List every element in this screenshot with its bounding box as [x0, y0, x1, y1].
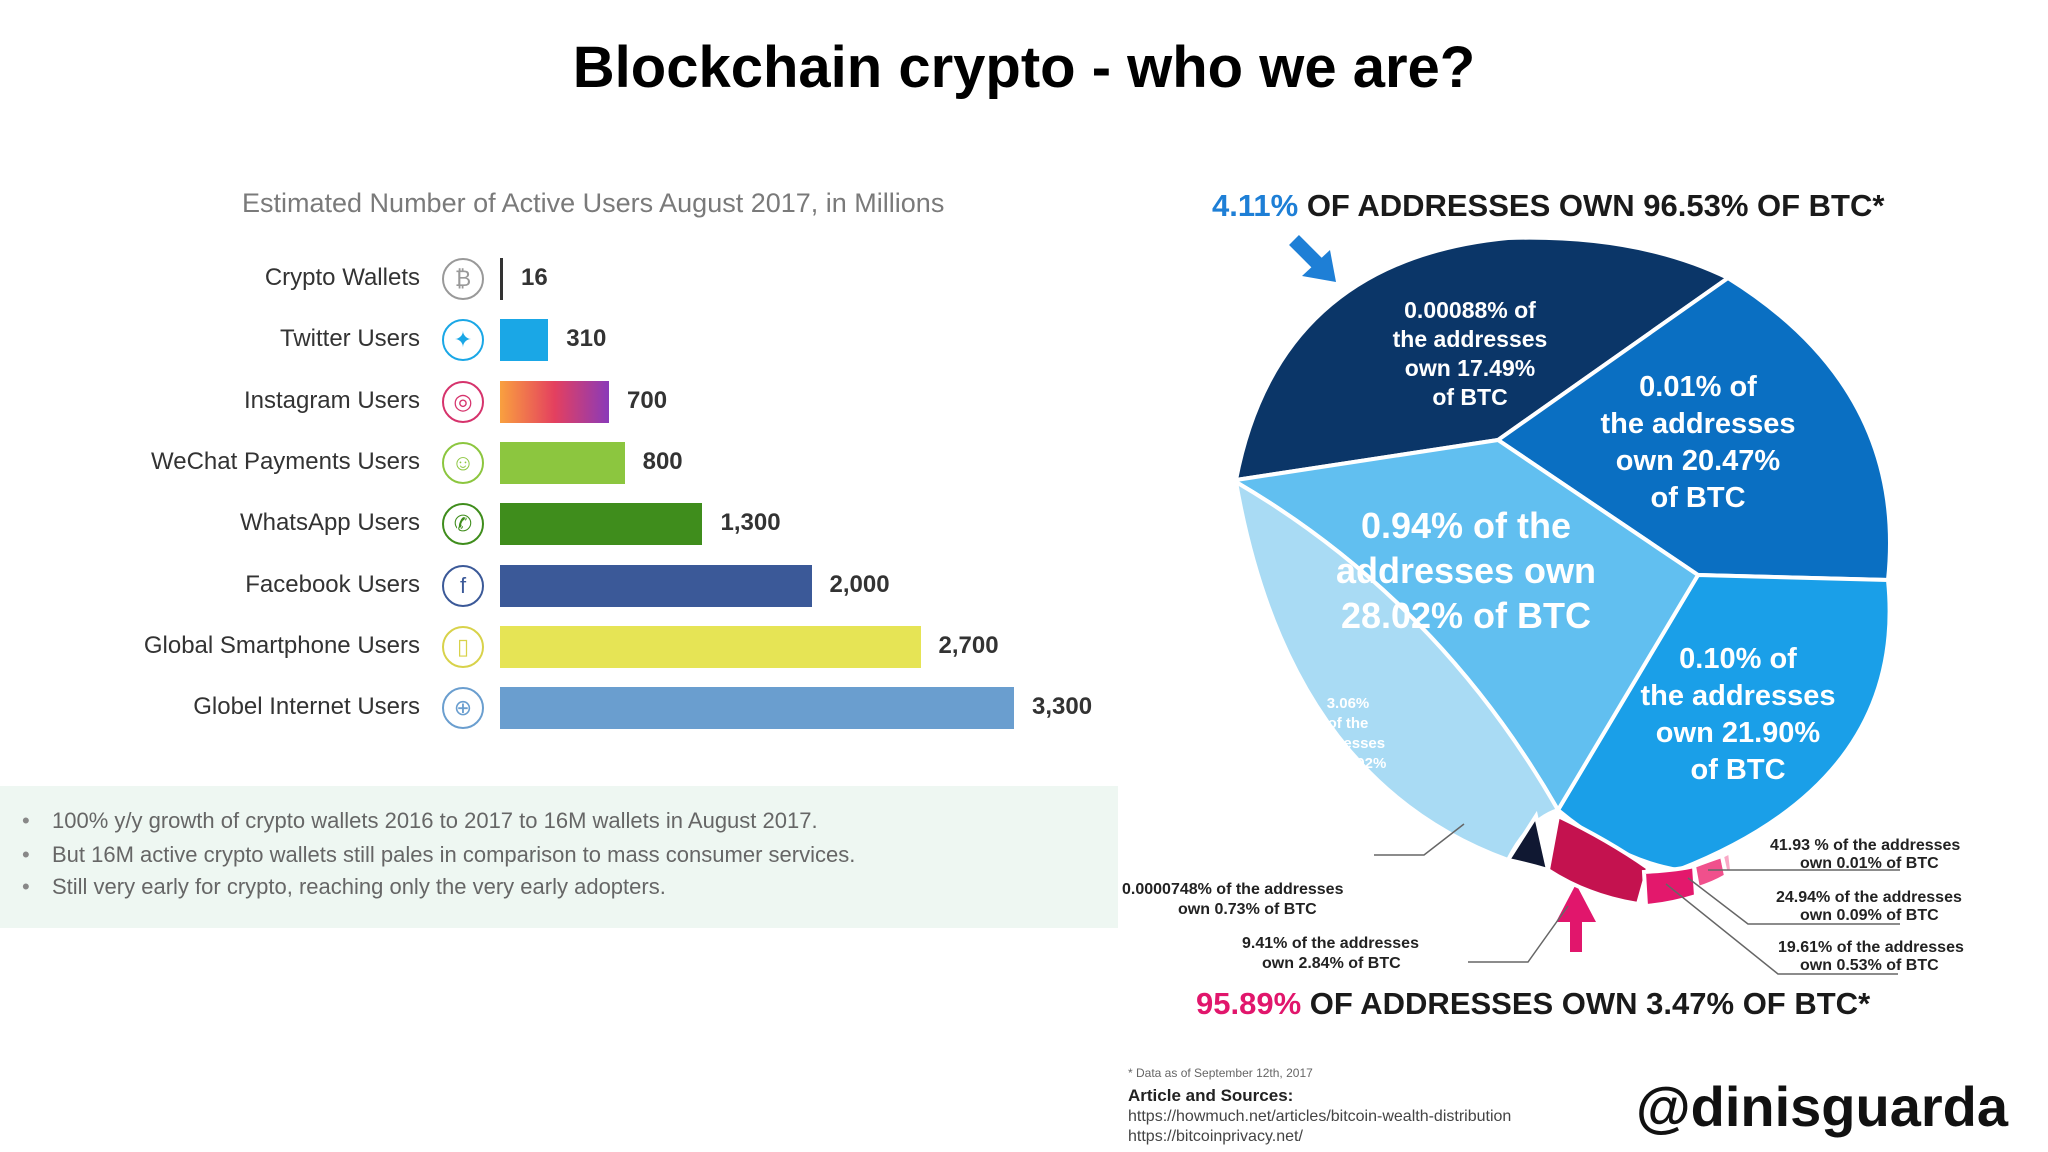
callout-label: own 0.53% of BTC [1800, 957, 1939, 974]
facebook-icon: f [442, 564, 484, 607]
whatsapp-icon: ✆ [442, 503, 484, 546]
bar [500, 380, 610, 423]
source-link-1[interactable]: https://howmuch.net/articles/bitcoin-wea… [1128, 1108, 1512, 1125]
bar-category-label: Crypto Wallets [264, 264, 420, 291]
bar-row: Facebook Users f 2,000 [0, 563, 1118, 609]
pie-slice-label: 0.10% of [1679, 643, 1797, 675]
bar-value-label: 2,000 [829, 570, 890, 598]
note-text: 100% y/y growth of crypto wallets 2016 t… [52, 808, 818, 833]
callout-label: own 0.73% of BTC [1178, 901, 1317, 918]
bar [500, 564, 812, 607]
bar-row: Instagram Users ◎ 700 [0, 379, 1118, 425]
pie-top-heading: 4.11% OF ADDRESSES OWN 96.53% OF BTC* [1212, 188, 1884, 224]
pie-top-heading-rest: OF ADDRESSES OWN 96.53% OF BTC* [1298, 188, 1885, 223]
pie-chart: 0.00088% of the addresses own 17.49% of BTC… [1122, 235, 1964, 975]
pie-bottom-heading: 95.89% OF ADDRESSES OWN 3.47% OF BTC* [1196, 986, 1870, 1022]
pie-slice-label: own 20.47% [1616, 445, 1781, 477]
callout-label: own 0.09% of BTC [1800, 907, 1939, 924]
pie-slice-label: of BTC [1323, 775, 1372, 792]
bar-chart-title: Estimated Number of Active Users August … [242, 188, 945, 218]
bar [500, 503, 703, 546]
bar-value-label: 16 [521, 264, 548, 291]
pie-slice [1233, 235, 1732, 483]
pie-slice-label: of BTC [1432, 384, 1507, 410]
pie-slice-label: addresses own [1336, 550, 1596, 591]
bar-value-label: 2,700 [938, 631, 999, 659]
pie-bottom-heading-rest: OF ADDRESSES OWN 3.47% OF BTC* [1301, 986, 1871, 1021]
bar-row: Twitter Users ✦ 310 [0, 317, 1118, 363]
sources-label: Article and Sources: [1128, 1086, 1294, 1105]
callout-label: 9.41% of the addresses [1242, 935, 1419, 952]
callout-label: 41.93 % of the addresses [1770, 837, 1960, 854]
pie-slice-label: 3.06% [1327, 695, 1370, 712]
page-title: Blockchain crypto - who we are? [572, 35, 1476, 100]
pie-slice-label: 28.02% of BTC [1341, 595, 1591, 636]
bar-value-label: 310 [566, 325, 607, 353]
bar-category-label: Globel Internet Users [193, 693, 420, 721]
bar-row: Global Smartphone Users ▯ 2,700 [0, 624, 1118, 670]
source-link-2[interactable]: https://bitcoinprivacy.net/ [1128, 1128, 1303, 1145]
pie-bottom-heading-accent: 95.89% [1196, 986, 1302, 1021]
bar-category-label: WeChat Payments Users [151, 447, 420, 475]
bar [500, 625, 921, 668]
bar-value-label: 1,300 [720, 509, 781, 537]
bar-category-label: Facebook Users [245, 570, 420, 598]
bar [500, 258, 503, 300]
callout-label: 0.0000748% of the addresses [1122, 881, 1344, 898]
callout-label: own 2.84% of BTC [1262, 955, 1401, 972]
arrow-down-right-icon [1289, 235, 1336, 282]
pie-slice-label: the addresses [1640, 680, 1835, 712]
bar-category-label: Twitter Users [279, 325, 420, 353]
pie-slice-label: 0.00088% of [1404, 297, 1536, 323]
bar-category-label: Instagram Users [243, 386, 420, 414]
notes-band: • 100% y/y growth of crypto wallets 2016 … [0, 786, 1118, 928]
note-item: • 100% y/y growth of crypto wallets 2016 … [22, 808, 818, 834]
note-text: But 16M active crypto wallets still pale… [52, 842, 856, 867]
pie-top-heading-accent: 4.11% [1212, 188, 1299, 223]
bar-category-label: Global Smartphone Users [143, 631, 420, 659]
bar-value-label: 700 [627, 386, 668, 414]
pie-slice-label: addresses [1311, 735, 1385, 752]
bar [500, 687, 1014, 730]
bar-row: Globel Internet Users ⊕ 3,300 [0, 685, 1118, 731]
wechat-icon: ☺ [442, 441, 484, 484]
callout-label: own 0.01% of BTC [1800, 855, 1939, 872]
bar-row: Crypto Wallets ₿ 16 [0, 256, 1118, 302]
pie-slice-label: the addresses [1600, 408, 1795, 440]
bullet: • [22, 874, 30, 899]
callout-label: 19.61% of the addresses [1778, 939, 1964, 956]
note-item: • But 16M active crypto wallets still pal… [22, 842, 855, 868]
pie-slice-label: of BTC [1690, 754, 1785, 786]
pie-slice-label: 0.01% of [1639, 371, 1757, 403]
bar-row: WhatsApp Users ✆ 1,300 [0, 501, 1118, 547]
pie-slice-label: 0.94% of the [1361, 505, 1571, 546]
pie-slice-label: own 7.92% [1310, 755, 1387, 772]
pie-slice-label: of BTC [1650, 482, 1745, 514]
instagram-icon: ◎ [442, 380, 484, 423]
smartphone-icon: ▯ [442, 625, 484, 668]
bitcoin-icon: ₿ [442, 258, 484, 300]
date-footnote: * Data as of September 12th, 2017 [1128, 1066, 1313, 1080]
pie-slice-label: of the [1328, 715, 1369, 732]
pie-slice-label: own 21.90% [1656, 717, 1821, 749]
author-handle: @dinisguarda [1636, 1075, 2008, 1138]
pie-slice [1545, 813, 1651, 907]
pie-slice-label: own 17.49% [1405, 355, 1535, 381]
globe-icon: ⊕ [442, 687, 484, 730]
bar-category-label: WhatsApp Users [239, 509, 420, 537]
bar-value-label: 800 [642, 447, 683, 475]
note-item: • Still very early for crypto, reaching o… [22, 874, 666, 900]
note-text: Still very early for crypto, reaching on… [52, 874, 666, 899]
pie-slice [1641, 863, 1699, 909]
bar-row: WeChat Payments Users ☺ 800 [0, 440, 1118, 486]
bullet: • [22, 808, 30, 833]
bar [500, 319, 549, 362]
bullet: • [22, 842, 30, 867]
arrow-up-icon [1556, 884, 1596, 952]
bar [500, 441, 625, 484]
twitter-icon: ✦ [442, 319, 484, 362]
pie-slice-label: the addresses [1393, 326, 1548, 352]
callout-label: 24.94% of the addresses [1776, 889, 1962, 906]
bar-value-label: 3,300 [1032, 693, 1093, 721]
